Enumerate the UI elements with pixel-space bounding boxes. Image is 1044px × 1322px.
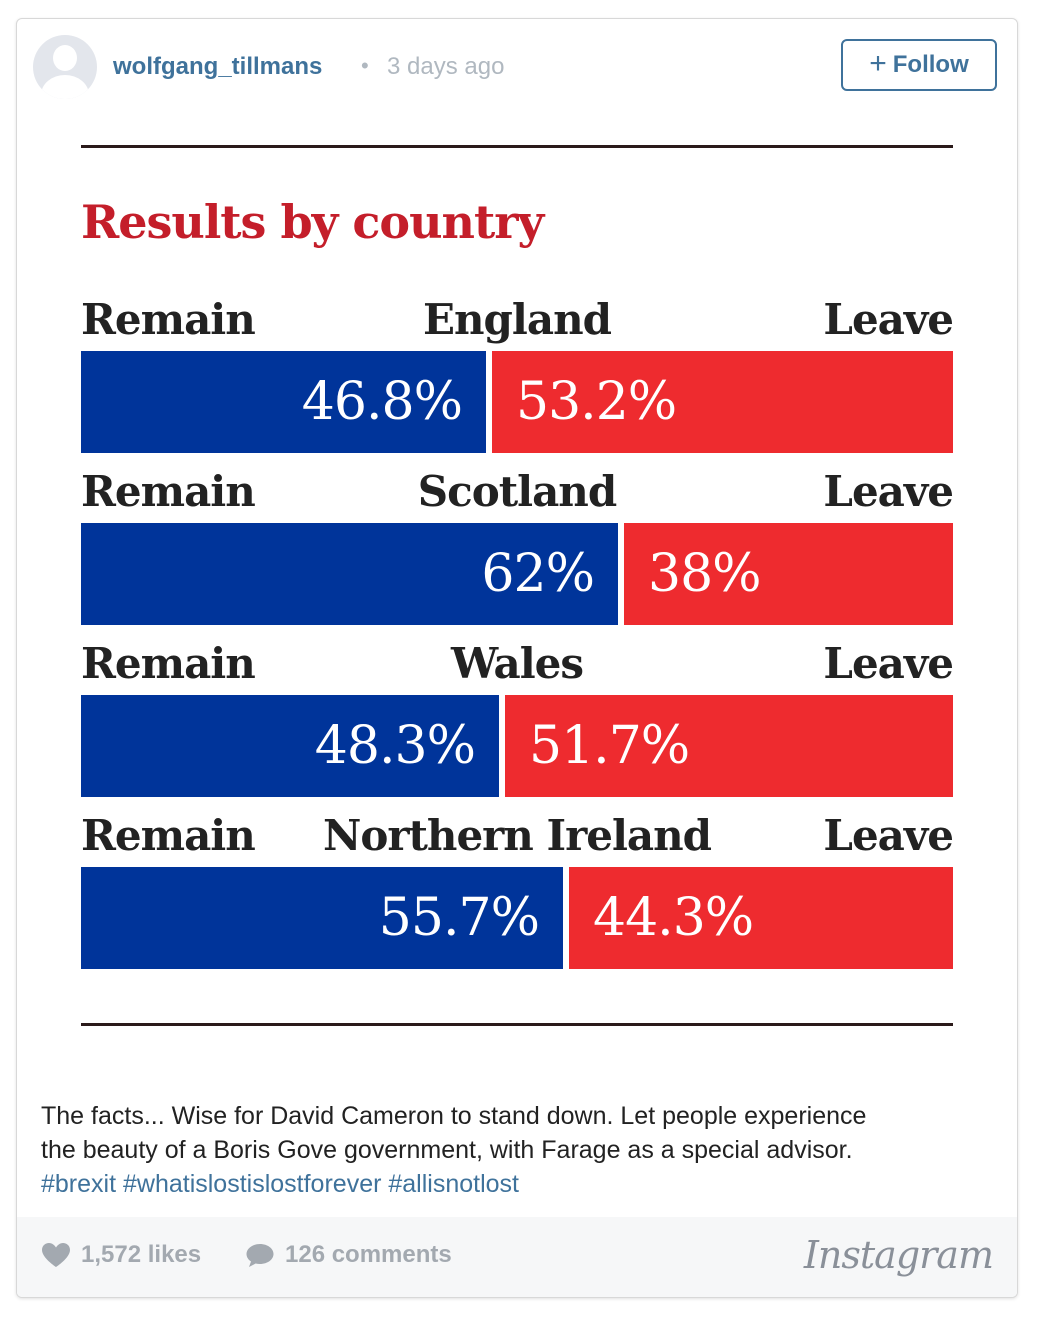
post-timestamp[interactable]: 3 days ago <box>387 53 505 80</box>
remain-bar: 46.8% <box>81 351 486 453</box>
follow-button-label: Follow <box>892 51 969 78</box>
avatar-body-shape <box>41 75 89 99</box>
top-rule <box>81 145 953 148</box>
leave-bar: 44.3% <box>569 867 953 969</box>
country-label: Northern Ireland <box>322 811 712 860</box>
bottom-rule <box>81 1023 953 1026</box>
bar-pair: 55.7% 44.3% <box>81 867 953 969</box>
chart-row-northern-ireland: Remain Northern Ireland Leave 55.7% 44.3… <box>81 811 954 983</box>
post-image-results-chart[interactable]: Results by country Remain England Leave … <box>81 145 954 1029</box>
username-link[interactable]: wolfgang_tillmans <box>113 53 323 80</box>
comments-label: 126 comments <box>285 1241 452 1268</box>
chart-row-scotland: Remain Scotland Leave 62% 38% <box>81 467 954 639</box>
remain-label: Remain <box>81 467 256 516</box>
country-label: England <box>423 295 612 344</box>
bar-pair: 48.3% 51.7% <box>81 695 953 797</box>
remain-pct-label: 55.7% <box>378 888 540 948</box>
follow-button[interactable]: + Follow <box>841 39 997 91</box>
instagram-post-card: wolfgang_tillmans • 3 days ago + Follow … <box>16 18 1018 1298</box>
leave-bar: 51.7% <box>505 695 953 797</box>
post-header: wolfgang_tillmans • 3 days ago + Follow <box>17 19 1017 115</box>
remain-label: Remain <box>81 295 256 344</box>
remain-label: Remain <box>81 811 256 860</box>
likes-count[interactable]: 1,572 likes <box>41 1241 201 1269</box>
remain-pct-label: 62% <box>481 544 595 604</box>
avatar-head-shape <box>53 45 77 71</box>
leave-bar: 53.2% <box>492 351 953 453</box>
remain-bar: 55.7% <box>81 867 563 969</box>
post-caption: The facts... Wise for David Cameron to s… <box>41 1099 991 1201</box>
leave-pct-label: 44.3% <box>593 888 754 948</box>
remain-pct-label: 48.3% <box>314 716 476 776</box>
comments-count[interactable]: 126 comments <box>245 1241 452 1269</box>
remain-pct-label: 46.8% <box>301 372 463 432</box>
chart-row-england: Remain England Leave 46.8% 53.2% <box>81 295 954 467</box>
remain-bar: 62% <box>81 523 618 625</box>
plus-icon: + <box>869 47 887 80</box>
instagram-logo[interactable]: Instagram <box>803 1233 994 1277</box>
comment-bubble-icon <box>246 1244 274 1267</box>
caption-line: the beauty of a Boris Gove government, w… <box>41 1136 853 1164</box>
leave-bar: 38% <box>624 523 953 625</box>
hashtag-links[interactable]: #brexit #whatislostislostforever #allisn… <box>41 1170 519 1198</box>
leave-pct-label: 51.7% <box>529 716 690 776</box>
remain-label: Remain <box>81 639 256 688</box>
post-footer: 1,572 likes 126 comments Instagram <box>17 1217 1017 1297</box>
leave-pct-label: 53.2% <box>516 372 677 432</box>
chart-title: Results by country <box>81 195 544 249</box>
bar-pair: 46.8% 53.2% <box>81 351 953 453</box>
remain-bar: 48.3% <box>81 695 499 797</box>
leave-label: Leave <box>823 467 954 516</box>
heart-icon <box>42 1243 70 1267</box>
country-label: Scotland <box>417 467 617 516</box>
leave-label: Leave <box>823 811 954 860</box>
caption-line: The facts... Wise for David Cameron to s… <box>41 1102 867 1130</box>
leave-label: Leave <box>823 639 954 688</box>
chart-row-wales: Remain Wales Leave 48.3% 51.7% <box>81 639 954 811</box>
likes-label: 1,572 likes <box>81 1241 202 1268</box>
leave-pct-label: 38% <box>648 544 762 604</box>
bar-pair: 62% 38% <box>81 523 953 625</box>
country-label: Wales <box>450 639 584 688</box>
leave-label: Leave <box>823 295 954 344</box>
separator-dot: • <box>361 53 369 78</box>
avatar-placeholder-icon[interactable] <box>33 35 97 99</box>
